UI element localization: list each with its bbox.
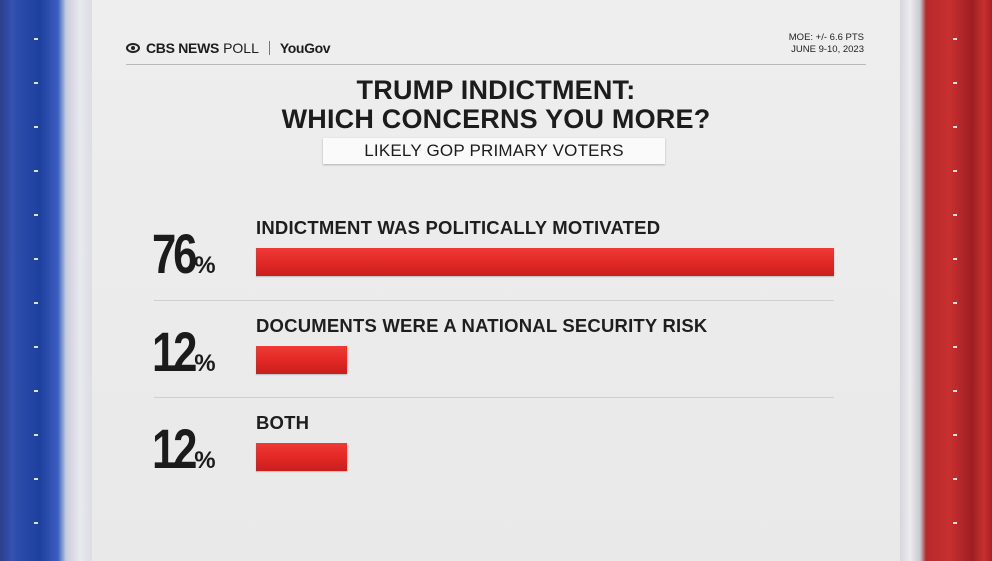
chart-subtitle: LIKELY GOP PRIMARY VOTERS [364,141,624,160]
bar [256,248,834,276]
bar-row: 12% DOCUMENTS WERE A NATIONAL SECURITY RI… [152,296,834,392]
row-divider [154,300,834,301]
percent-number: 76 [152,222,197,285]
percent-number: 12 [152,417,197,480]
percent-sign: % [194,350,216,377]
brand-cbs-news: CBS NEWS [146,40,220,56]
left-rivet-strip [34,0,38,561]
poll-dates: JUNE 9-10, 2023 [791,44,864,55]
brand-row: CBS NEWS POLL YouGov [126,40,331,56]
bar-row: 76% INDICTMENT WAS POLITICALLY MOTIVATED [152,198,834,294]
brand-yougov: YouGov [279,40,331,56]
bar-label: DOCUMENTS WERE A NATIONAL SECURITY RISK [256,315,708,336]
right-red-column [900,0,992,561]
row-divider [154,397,834,398]
percent-value: 12% [152,316,242,383]
moe-text: MOE: +/- 6.6 PTS [788,32,864,43]
brand-poll: POLL [223,40,259,56]
right-rivet-strip [953,0,957,561]
brand-divider [268,41,270,55]
percent-number: 12 [152,320,197,383]
subtitle-box: LIKELY GOP PRIMARY VOTERS [323,138,665,164]
bar-label: INDICTMENT WAS POLITICALLY MOTIVATED [256,217,661,238]
percent-value: 76% [152,218,242,285]
cbs-eye-icon [126,43,140,53]
chart-title-line-1: TRUMP INDICTMENT: [356,75,636,105]
bar [256,443,347,471]
percent-sign: % [194,252,216,279]
bar-label: BOTH [256,412,310,433]
percent-sign: % [194,447,216,474]
bar [256,346,347,374]
bar-row: 12% BOTH [152,393,834,489]
moe-block: MOE: +/- 6.6 PTS JUNE 9-10, 2023 [789,32,864,56]
chart-title-line-2: WHICH CONCERNS YOU MORE? [281,104,711,134]
chart-title: TRUMP INDICTMENT: WHICH CONCERNS YOU MOR… [92,76,900,134]
percent-value: 12% [152,413,242,480]
chart-panel: CBS NEWS POLL YouGov MOE: +/- 6.6 PTS JU… [92,0,900,561]
header-rule [126,64,866,65]
left-blue-column [0,0,92,561]
